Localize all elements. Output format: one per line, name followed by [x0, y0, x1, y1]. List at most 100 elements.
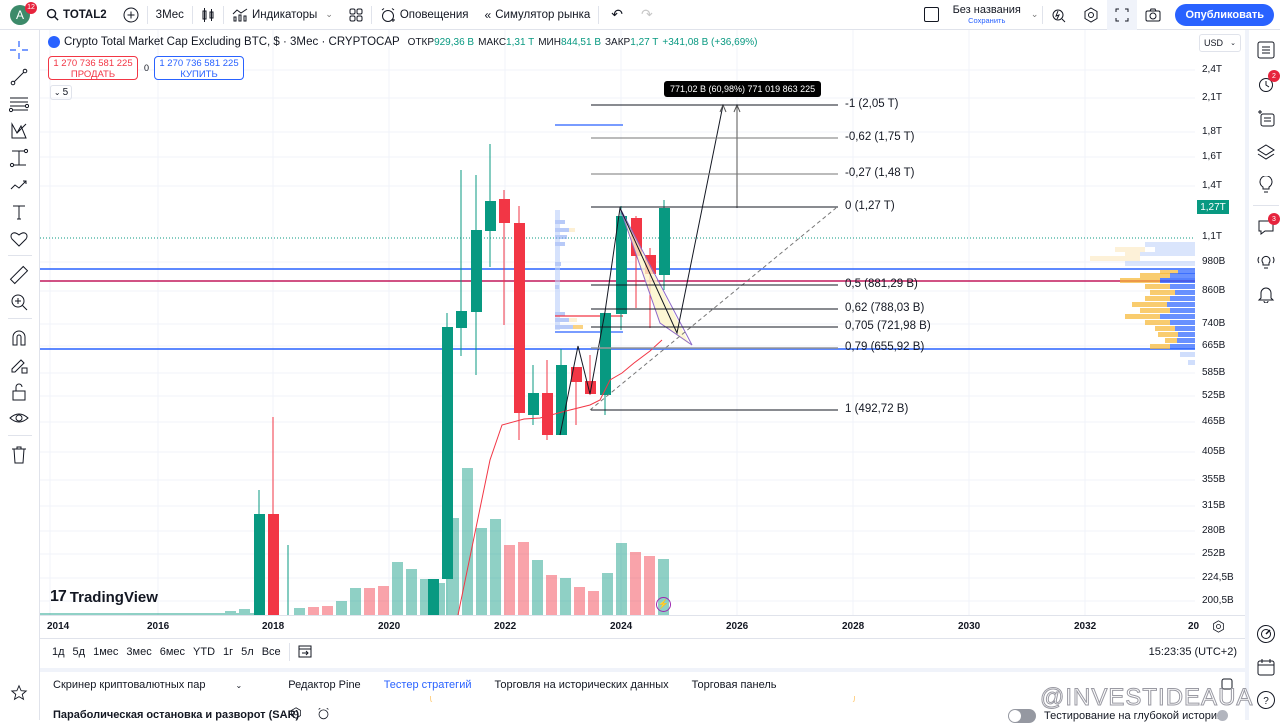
screener-button[interactable]: [1254, 622, 1278, 646]
price-label: 665B: [1202, 340, 1226, 351]
snapshot-button[interactable]: [1137, 0, 1169, 30]
trendline-tool[interactable]: [8, 66, 30, 88]
lock-all-tool[interactable]: [8, 381, 30, 403]
publish-button[interactable]: Опубликовать: [1175, 3, 1274, 26]
strategy-settings-button[interactable]: [290, 707, 302, 722]
replay-button[interactable]: « Симулятор рынка: [477, 0, 599, 30]
watermark: @INVESTIDEAUA: [1039, 684, 1254, 712]
notification-badge: 12: [25, 1, 37, 14]
goto-date-button[interactable]: [298, 644, 312, 661]
buy-button[interactable]: 1 270 736 581 225 КУПИТЬ: [154, 56, 244, 80]
gear-icon: [291, 707, 301, 719]
range-1y[interactable]: 1г: [223, 646, 234, 658]
sell-button[interactable]: 1 270 736 581 225 ПРОДАТЬ: [48, 56, 138, 80]
layers-button[interactable]: [1254, 140, 1278, 164]
layout-name-button[interactable]: Без названия Сохранить: [947, 0, 1027, 30]
compare-symbol-button[interactable]: [115, 0, 147, 30]
chats-button[interactable]: 3: [1254, 213, 1280, 239]
price-axis[interactable]: USD ⌄ 2,4T 2,1T 1,8T 1,6T 1,4T 1,27T 1,1T…: [1195, 30, 1245, 615]
hide-drawings-tool[interactable]: [8, 408, 30, 430]
range-1d[interactable]: 1д: [52, 646, 65, 658]
range-ytd[interactable]: YTD: [193, 646, 216, 658]
toggle-knob: [1009, 710, 1021, 722]
calendar-button[interactable]: [1254, 655, 1278, 679]
chevron-down-icon: ⌄: [53, 88, 61, 97]
indicators-button[interactable]: Индикаторы ⌄: [224, 0, 341, 30]
tab-crypto-screener[interactable]: Скринер криптовалютных пар ⌄: [53, 679, 265, 691]
alerts-button[interactable]: Оповещения: [372, 0, 477, 30]
maximize-panel-button[interactable]: [1221, 678, 1233, 693]
deep-history-toggle[interactable]: [1008, 709, 1036, 723]
brush-tool[interactable]: [8, 174, 30, 196]
crosshair-tool[interactable]: [8, 39, 30, 61]
symbol-search-button[interactable]: TOTAL2: [40, 0, 115, 30]
redo-button[interactable]: ↷: [635, 0, 659, 30]
range-5y[interactable]: 5л: [241, 646, 254, 658]
avatar[interactable]: A 12: [0, 0, 40, 30]
series-legend[interactable]: Crypto Total Market Cap Excluding BTC, $…: [48, 36, 757, 48]
layout-menu-chevron[interactable]: ⌄: [1030, 9, 1039, 19]
indicators-icon: [232, 8, 248, 21]
projection-tool[interactable]: [8, 147, 30, 169]
strategy-alert-button[interactable]: [317, 707, 330, 723]
price-label: 1,8T: [1202, 126, 1223, 137]
watchlist-button[interactable]: [1254, 38, 1278, 62]
remove-drawings-tool[interactable]: [8, 444, 30, 466]
quick-search-button[interactable]: [1043, 0, 1075, 30]
layout-checkbox[interactable]: [916, 0, 947, 30]
range-1m[interactable]: 1мес: [93, 646, 119, 658]
object-tree-button[interactable]: [1254, 106, 1278, 130]
text-tool[interactable]: [8, 201, 30, 223]
help-center-button[interactable]: ?: [1254, 688, 1278, 712]
range-all[interactable]: Все: [261, 646, 281, 658]
strategy-name[interactable]: Параболическая остановка и разворот (SAR…: [53, 709, 300, 721]
currency-select[interactable]: USD ⌄: [1199, 34, 1241, 52]
high-value: 1,31 T: [506, 36, 535, 48]
measure-tool[interactable]: [8, 264, 30, 286]
chart-type-button[interactable]: [193, 0, 223, 30]
candles-icon: [202, 7, 214, 22]
interval-button[interactable]: 3Мес: [155, 8, 184, 21]
chevron-down-icon[interactable]: ⌄: [325, 9, 333, 19]
chart-pane[interactable]: Crypto Total Market Cap Excluding BTC, $…: [40, 30, 1195, 615]
lightning-icon[interactable]: ⚡: [656, 597, 671, 612]
tab-trading-panel[interactable]: Торговая панель: [691, 679, 777, 691]
ruler-icon: [9, 265, 29, 285]
help-icon[interactable]: [1217, 710, 1228, 721]
chart-settings-button[interactable]: [1212, 620, 1225, 636]
layouts-button[interactable]: [341, 0, 371, 30]
magnet-tool[interactable]: [8, 327, 30, 349]
open-label: ОТКР: [407, 36, 435, 48]
tab-replay-trading[interactable]: Торговля на исторических данных: [494, 679, 669, 691]
alerts-badge: 2: [1268, 70, 1280, 82]
series-title: Crypto Total Market Cap Excluding BTC, $…: [64, 36, 400, 48]
tab-strategy-tester[interactable]: Тестер стратегий: [383, 679, 472, 691]
favorites-button[interactable]: [8, 682, 30, 704]
range-3m[interactable]: 3мес: [126, 646, 152, 658]
clock-timezone[interactable]: 15:23:35 (UTC+2): [1148, 646, 1237, 658]
settings-button[interactable]: [1075, 0, 1107, 30]
drawing-toolbar: [0, 30, 40, 720]
notifications-button[interactable]: [1254, 282, 1278, 306]
range-5d[interactable]: 5д: [72, 646, 86, 658]
indicators-collapse-button[interactable]: ⌄ 5: [50, 85, 72, 100]
undo-button[interactable]: ↶: [599, 0, 635, 30]
price-label: 980B: [1202, 256, 1226, 267]
time-axis[interactable]: 2014 2016 2018 2020 2022 2024 2026 2028 …: [40, 615, 1245, 637]
tab-pine-editor[interactable]: Редактор Pine: [288, 679, 361, 691]
tv-logo-icon: 17: [50, 588, 67, 605]
pattern-tool[interactable]: [8, 120, 30, 142]
alerts-panel-button[interactable]: 2: [1254, 70, 1280, 96]
fullscreen-button[interactable]: [1107, 0, 1138, 30]
range-6m[interactable]: 6мес: [159, 646, 186, 658]
save-link[interactable]: Сохранить: [968, 16, 1006, 25]
fib-retracement-icon: [9, 97, 29, 113]
icons-tool[interactable]: [8, 228, 30, 250]
ideas-button[interactable]: [1254, 173, 1278, 197]
lock-drawing-tool[interactable]: [8, 354, 30, 376]
zoom-tool[interactable]: [8, 291, 30, 313]
streams-button[interactable]: [1254, 249, 1278, 273]
tradingview-logo[interactable]: 17 TradingView: [50, 588, 158, 606]
fib-tool[interactable]: [8, 93, 30, 115]
fib-level-label: -0,27 (1,48 T): [845, 167, 915, 179]
